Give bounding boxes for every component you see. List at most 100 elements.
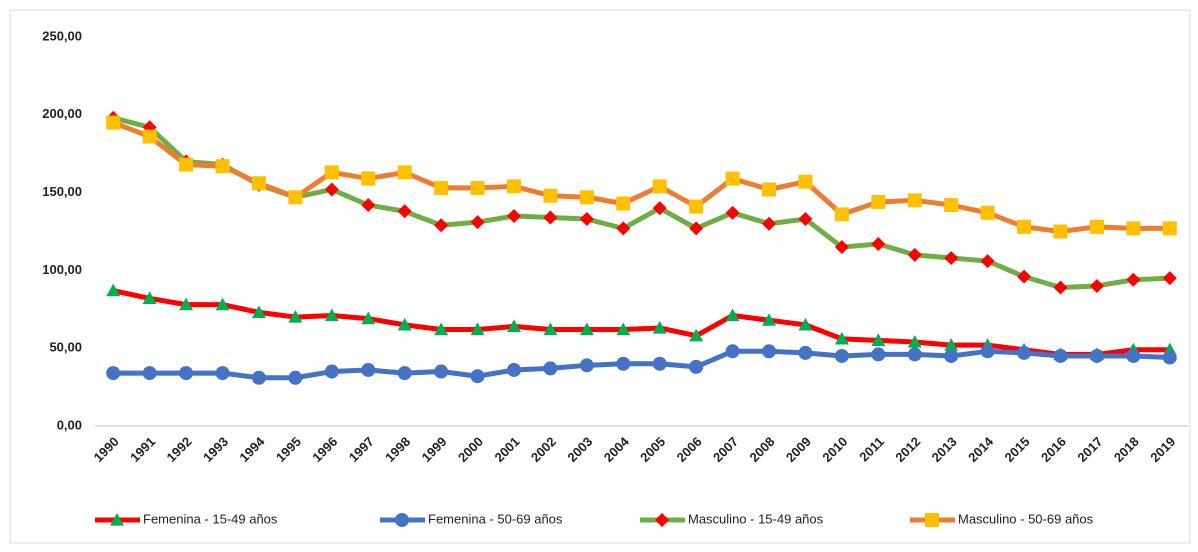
marker — [142, 366, 157, 381]
marker — [397, 317, 412, 331]
marker — [1162, 221, 1177, 236]
marker — [1089, 219, 1104, 234]
marker — [543, 361, 558, 376]
marker — [470, 369, 485, 384]
marker — [543, 188, 558, 203]
marker — [434, 364, 449, 379]
marker — [1053, 280, 1068, 295]
marker — [543, 322, 558, 336]
marker — [616, 221, 631, 236]
y-tick-label: 0,00 — [57, 417, 82, 432]
marker — [506, 208, 521, 223]
marker — [616, 356, 631, 371]
marker — [1162, 350, 1177, 365]
marker — [689, 221, 704, 236]
marker — [579, 322, 594, 336]
marker — [834, 331, 849, 345]
y-tick-label: 50,00 — [49, 340, 82, 355]
marker — [834, 348, 849, 363]
marker — [725, 344, 740, 359]
legend-marker — [110, 513, 124, 526]
marker — [579, 190, 594, 205]
marker — [871, 347, 886, 362]
marker — [762, 313, 777, 326]
legend-label: Femenina - 15-49 años — [143, 511, 278, 526]
marker — [689, 328, 704, 342]
marker — [434, 180, 449, 195]
legend-label: Femenina - 50-69 años — [428, 511, 563, 526]
marker — [215, 366, 230, 381]
y-tick-label: 250,00 — [42, 28, 82, 43]
legend-marker — [655, 513, 669, 527]
marker — [543, 210, 558, 225]
marker — [579, 358, 594, 373]
marker — [215, 297, 230, 311]
marker — [1126, 272, 1141, 287]
marker — [725, 308, 740, 322]
marker — [907, 334, 922, 348]
series-line — [112, 288, 1170, 357]
marker — [179, 157, 194, 172]
marker — [762, 216, 777, 231]
marker — [324, 182, 339, 197]
marker — [652, 179, 667, 194]
y-tick-label: 150,00 — [42, 184, 82, 199]
marker — [288, 370, 303, 385]
marker — [361, 171, 376, 186]
marker — [434, 218, 449, 233]
marker — [834, 240, 849, 255]
marker — [980, 254, 995, 269]
marker — [324, 165, 339, 180]
marker — [616, 322, 631, 336]
marker — [652, 320, 667, 334]
marker — [652, 201, 667, 216]
marker — [397, 366, 412, 381]
marker — [834, 207, 849, 222]
marker — [579, 212, 594, 227]
marker — [506, 179, 521, 194]
marker — [506, 319, 521, 333]
marker — [106, 283, 121, 297]
marker — [944, 198, 959, 213]
marker — [944, 338, 959, 351]
marker — [871, 236, 886, 251]
marker — [1089, 348, 1104, 363]
marker — [616, 196, 631, 211]
marker — [215, 159, 230, 174]
marker — [470, 322, 485, 336]
marker — [324, 364, 339, 379]
marker — [106, 115, 121, 130]
marker — [1162, 271, 1177, 286]
y-tick-label: 200,00 — [42, 106, 82, 121]
marker — [361, 198, 376, 213]
marker — [251, 305, 266, 319]
marker — [689, 359, 704, 374]
marker — [361, 311, 376, 325]
legend-marker — [925, 513, 939, 527]
marker — [288, 310, 303, 323]
legend-label: Masculino - 50-69 años — [958, 511, 1094, 526]
marker — [142, 129, 157, 144]
marker — [506, 362, 521, 377]
marker — [251, 370, 266, 385]
marker — [1089, 278, 1104, 293]
marker — [142, 291, 157, 305]
marker — [689, 199, 704, 214]
marker — [324, 308, 339, 322]
marker — [798, 345, 813, 360]
marker — [798, 212, 813, 227]
marker — [1053, 348, 1068, 363]
marker — [1017, 269, 1032, 284]
marker — [397, 165, 412, 180]
marker — [980, 205, 995, 220]
marker — [1053, 224, 1068, 239]
marker — [871, 194, 886, 209]
legend-label: Masculino - 15-49 años — [688, 511, 824, 526]
marker — [470, 215, 485, 230]
chart-frame — [9, 9, 1191, 544]
marker — [907, 193, 922, 208]
marker — [470, 180, 485, 195]
legend-marker — [395, 513, 409, 527]
marker — [798, 174, 813, 189]
